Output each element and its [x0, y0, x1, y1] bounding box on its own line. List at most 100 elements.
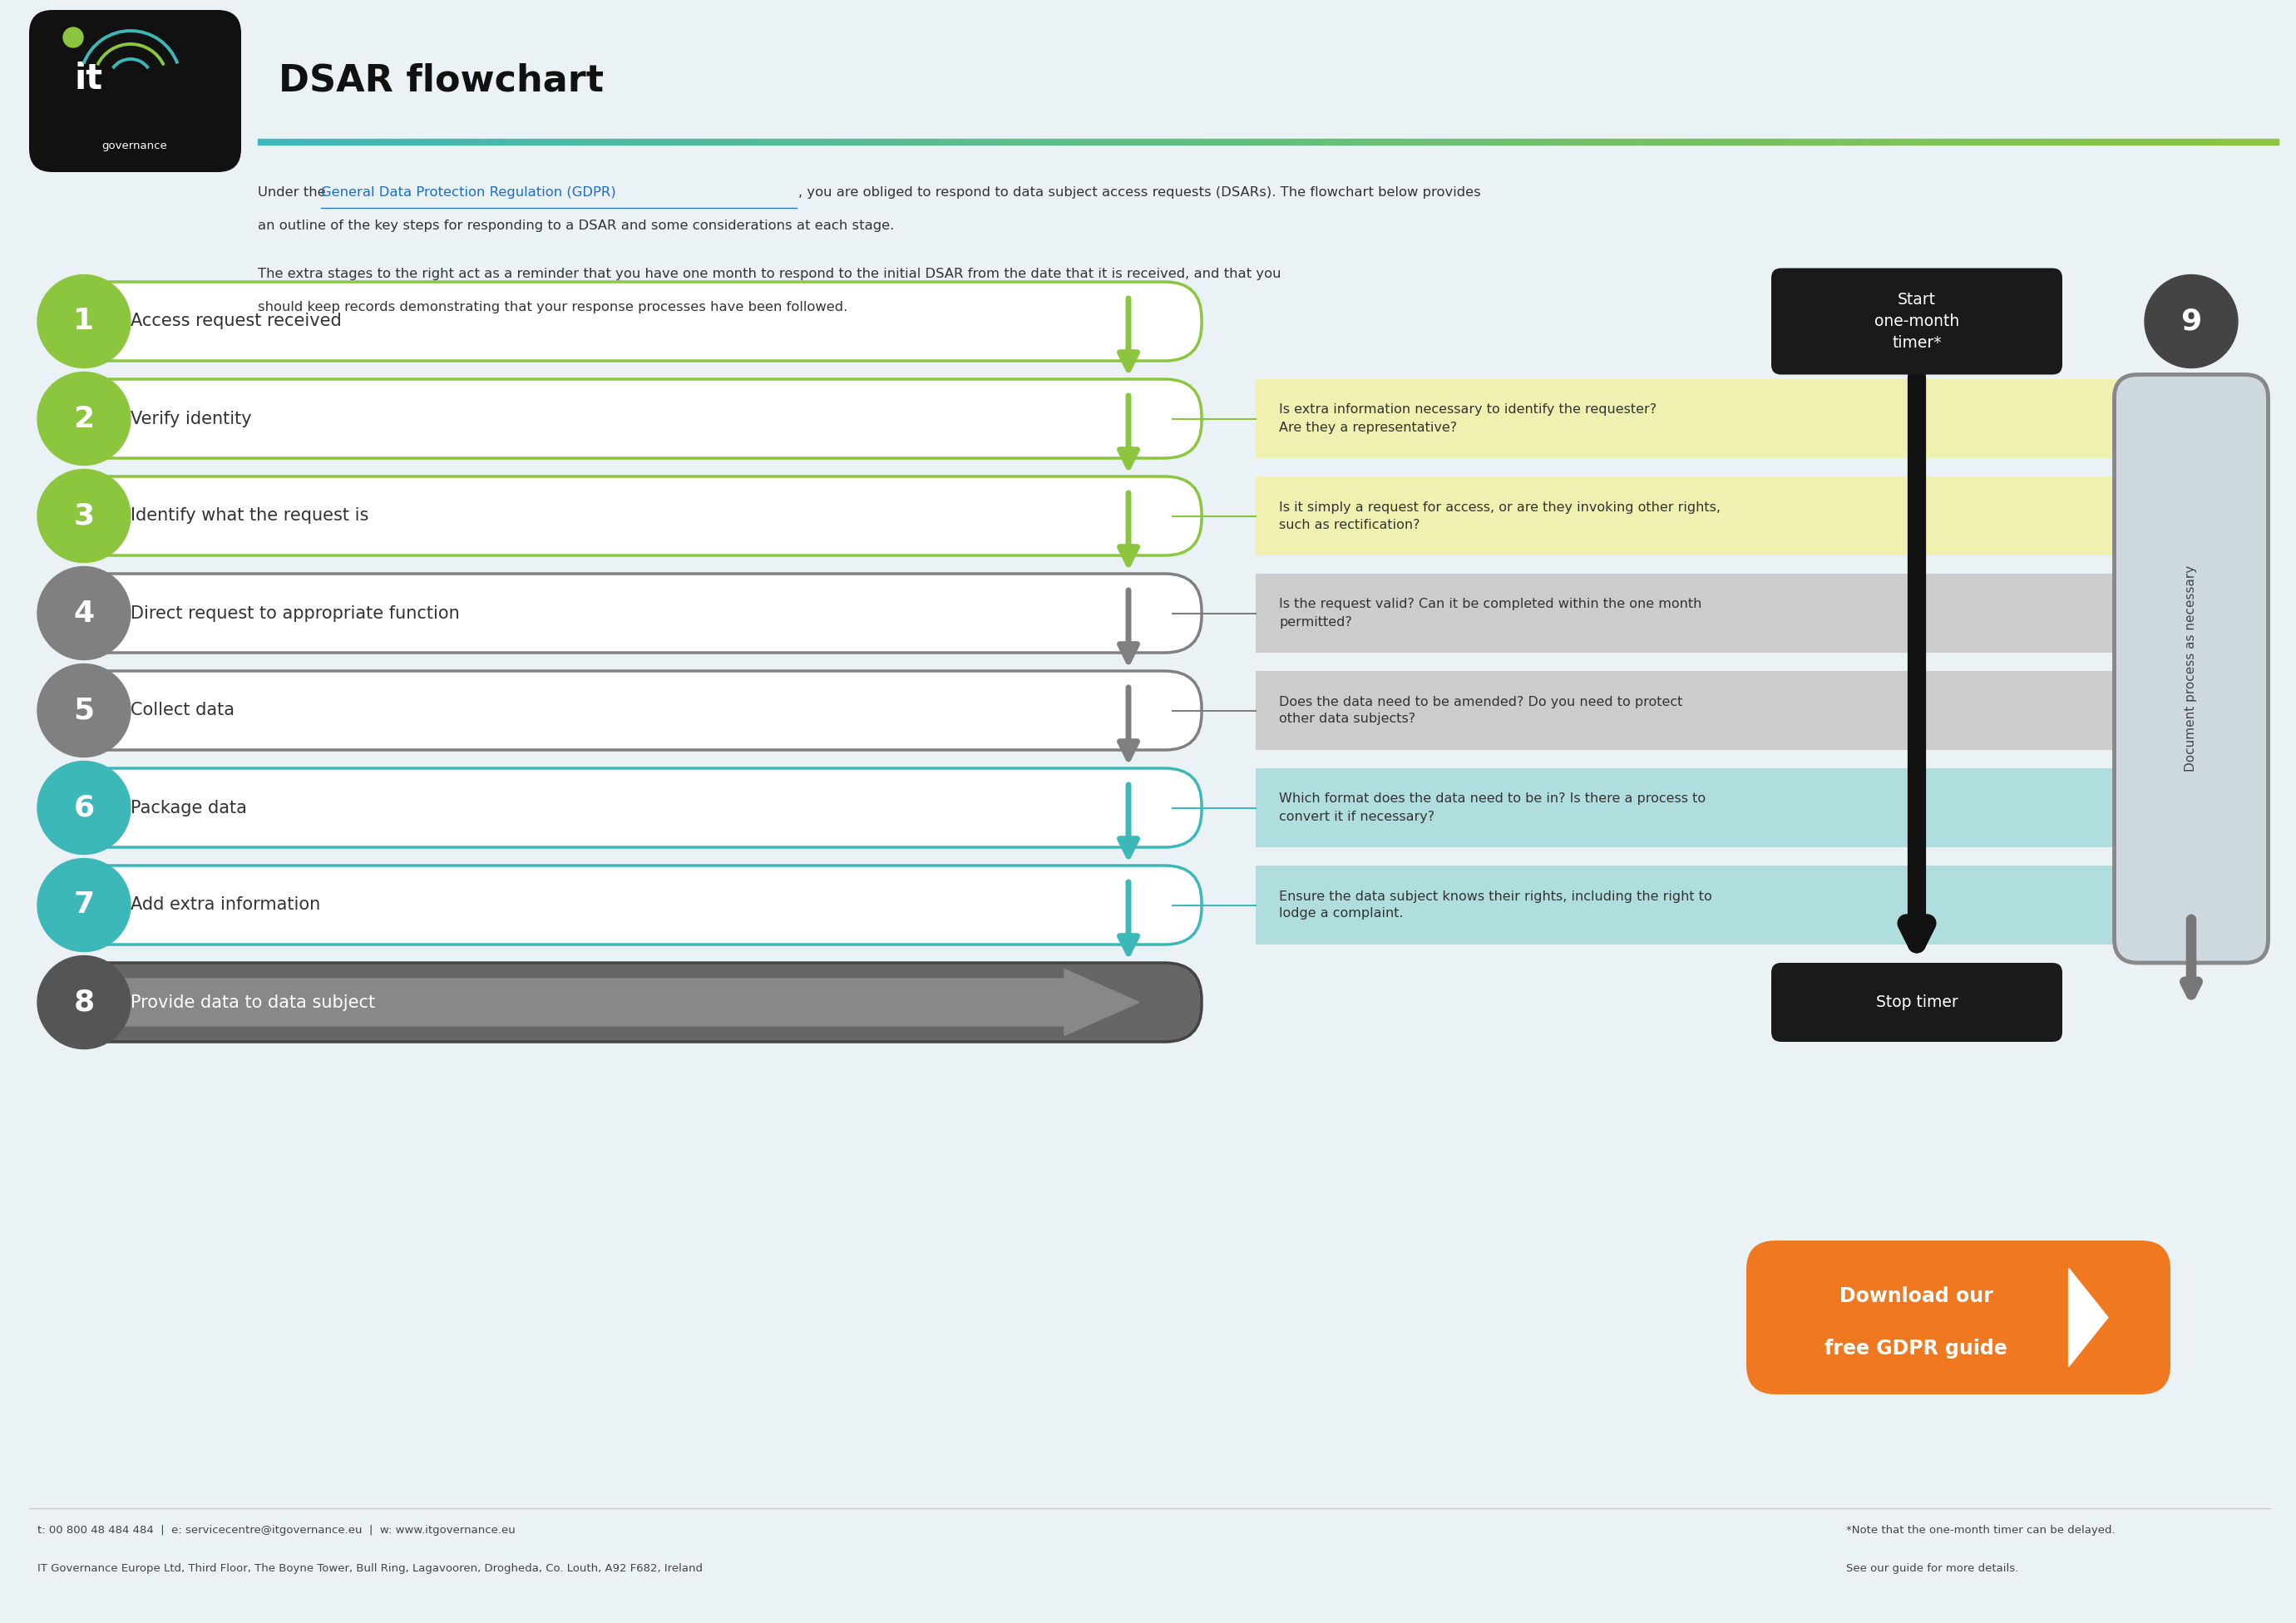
Bar	[999, 140, 1006, 144]
Bar	[1309, 140, 1316, 144]
Text: 9: 9	[2181, 307, 2202, 336]
Text: Provide data to data subject: Provide data to data subject	[131, 993, 374, 1011]
Bar	[797, 140, 804, 144]
Bar	[1518, 140, 1525, 144]
Bar	[709, 140, 716, 144]
Bar	[762, 140, 769, 144]
Bar	[1605, 140, 1612, 144]
Circle shape	[37, 566, 131, 661]
Bar	[1779, 140, 1786, 144]
Bar	[1410, 140, 1417, 144]
Bar	[661, 140, 668, 144]
FancyBboxPatch shape	[1770, 962, 2062, 1042]
Bar	[487, 140, 494, 144]
Bar	[1685, 140, 1692, 144]
Circle shape	[37, 372, 131, 466]
Bar	[1194, 140, 1201, 144]
FancyBboxPatch shape	[67, 477, 1201, 555]
Bar	[2252, 140, 2259, 144]
Text: Which format does the data need to be in? Is there a process to
convert it if ne: Which format does the data need to be in…	[1279, 792, 1706, 823]
Bar	[386, 140, 393, 144]
Text: an outline of the key steps for responding to a DSAR and some considerations at : an outline of the key steps for respondi…	[257, 219, 893, 232]
Bar	[2089, 140, 2096, 144]
Bar	[1343, 140, 1350, 144]
Bar	[2043, 140, 2050, 144]
Bar	[1153, 140, 1159, 144]
Bar	[1800, 140, 1807, 144]
Bar	[1531, 140, 1538, 144]
Bar	[2183, 140, 2190, 144]
Bar	[1013, 140, 1019, 144]
Bar	[1626, 140, 1632, 144]
Bar	[636, 140, 643, 144]
Bar	[675, 140, 682, 144]
Bar	[1451, 140, 1456, 144]
Bar	[1072, 140, 1079, 144]
FancyBboxPatch shape	[67, 380, 1201, 458]
Bar	[2064, 140, 2069, 144]
Bar	[1052, 140, 1058, 144]
Bar	[1504, 140, 1511, 144]
Bar	[595, 140, 602, 144]
Bar	[1814, 140, 1821, 144]
Text: governance: governance	[101, 140, 168, 151]
Bar	[2037, 140, 2043, 144]
FancyBboxPatch shape	[67, 670, 1201, 750]
Text: Package data: Package data	[131, 800, 248, 816]
Bar	[668, 140, 675, 144]
Text: Is the request valid? Can it be completed within the one month
permitted?: Is the request valid? Can it be complete…	[1279, 599, 1701, 628]
Bar	[1538, 140, 1545, 144]
Circle shape	[2144, 274, 2239, 368]
FancyBboxPatch shape	[67, 573, 1201, 652]
Bar	[1639, 140, 1646, 144]
Bar	[1678, 140, 1685, 144]
Bar	[1766, 140, 1773, 144]
Bar	[1552, 140, 1557, 144]
Bar	[264, 140, 271, 144]
Bar	[1261, 140, 1267, 144]
Bar	[1350, 140, 1355, 144]
Bar	[1525, 140, 1531, 144]
Text: Add extra information: Add extra information	[131, 898, 321, 914]
Bar	[957, 140, 964, 144]
Bar	[521, 140, 528, 144]
Text: 4: 4	[73, 599, 94, 628]
Bar	[1653, 140, 1658, 144]
Circle shape	[37, 664, 131, 756]
Text: 8: 8	[73, 988, 94, 1016]
Bar	[2245, 140, 2252, 144]
Bar	[1274, 140, 1281, 144]
Bar	[588, 140, 595, 144]
Bar	[2103, 140, 2110, 144]
Bar	[2057, 140, 2064, 144]
Bar	[1733, 140, 1740, 144]
Bar	[2138, 140, 2144, 144]
Bar	[2030, 140, 2037, 144]
Bar	[817, 140, 824, 144]
Bar	[1564, 140, 1570, 144]
Bar	[257, 140, 264, 144]
Bar	[1949, 140, 1956, 144]
Text: free GDPR guide: free GDPR guide	[1825, 1339, 2007, 1358]
Bar	[1444, 140, 1451, 144]
Bar	[1483, 140, 1490, 144]
Bar	[1256, 670, 2236, 750]
Bar	[1302, 140, 1309, 144]
Bar	[1706, 140, 1713, 144]
Bar	[1665, 140, 1671, 144]
Bar	[884, 140, 891, 144]
Bar	[1942, 140, 1949, 144]
Bar	[560, 140, 567, 144]
Text: 3: 3	[73, 502, 94, 531]
Bar	[1424, 140, 1430, 144]
Bar	[285, 140, 292, 144]
Bar	[2131, 140, 2138, 144]
Bar	[1584, 140, 1591, 144]
FancyBboxPatch shape	[67, 962, 1201, 1042]
Bar	[992, 140, 999, 144]
Bar	[824, 140, 831, 144]
Bar	[1862, 140, 1867, 144]
Bar	[696, 140, 703, 144]
Bar	[2096, 140, 2103, 144]
Bar	[2117, 140, 2124, 144]
